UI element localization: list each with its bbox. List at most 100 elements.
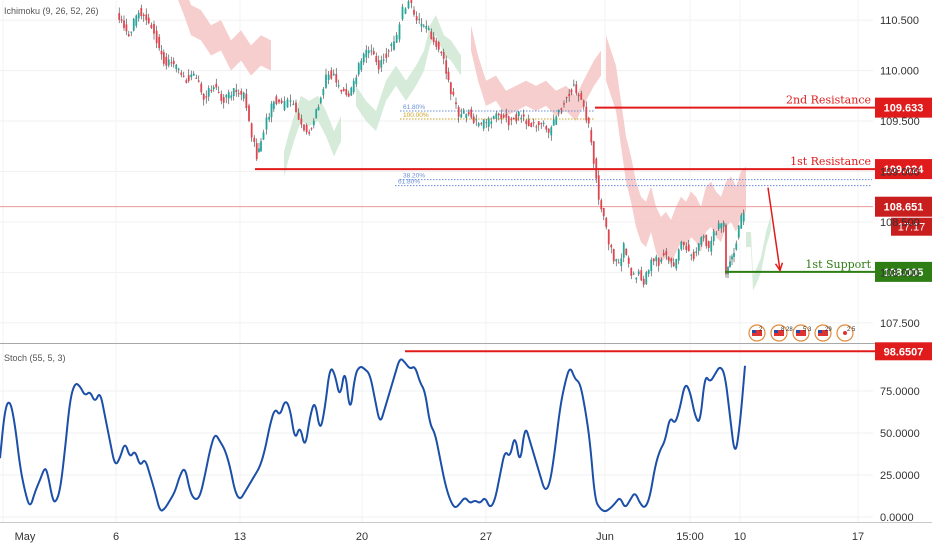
- stoch-axis[interactable]: 0.0000 25.0000 50.0000 75.0000: [880, 386, 920, 524]
- level-label: 1st Support: [805, 258, 871, 271]
- candle-body: [270, 103, 273, 118]
- candle-body: [289, 100, 292, 102]
- candle-body: [552, 119, 555, 126]
- candle-body: [660, 259, 663, 263]
- candle-body: [120, 19, 123, 21]
- candle-body: [297, 112, 300, 120]
- us-flag-icon[interactable]: 2: [748, 324, 766, 342]
- jp-flag-icon[interactable]: 2 5: [836, 324, 856, 342]
- event-icons[interactable]: 2 8 28 5 3 29 2 5: [748, 324, 856, 342]
- candle-body: [410, 0, 413, 3]
- candle-body: [258, 148, 260, 153]
- candle-body: [342, 88, 345, 92]
- candle-body: [295, 102, 297, 113]
- candle-body: [487, 118, 490, 127]
- candle-body: [467, 112, 470, 115]
- candle-body: [253, 137, 256, 143]
- stoch-legend[interactable]: Stoch (55, 5, 3): [4, 353, 66, 363]
- fib-level-label: 38.20%: [403, 173, 425, 180]
- candle-body: [737, 225, 740, 238]
- candle-body: [500, 114, 503, 119]
- candle-body: [457, 107, 460, 117]
- candle-body: [707, 241, 710, 248]
- candle-body: [685, 246, 688, 250]
- candle-body: [322, 88, 325, 96]
- candle-body: [647, 270, 650, 274]
- event-icon-label: 2 5: [847, 327, 856, 333]
- candle-body: [432, 36, 435, 43]
- candle-body: [255, 143, 258, 160]
- candle-body: [185, 80, 188, 83]
- candle-body: [319, 97, 322, 104]
- price-axis[interactable]: 107.500 108.000 108.500 109.000 109.500 110.0…: [880, 15, 920, 330]
- time-axis[interactable]: May 6 13 20 27 Jun 15:00 10 17: [15, 531, 865, 543]
- level-price-tag: [875, 159, 932, 180]
- candle-body: [127, 34, 130, 37]
- candle-body: [387, 50, 390, 52]
- us-flag-icon[interactable]: 8 28: [770, 324, 793, 342]
- candle-body: [182, 75, 185, 77]
- candle-body: [165, 56, 168, 66]
- candle-body: [522, 114, 525, 117]
- candle-body: [735, 243, 738, 250]
- level-price-value: 109.633: [884, 103, 924, 115]
- flag-shape: [818, 330, 828, 336]
- candle-body: [118, 13, 121, 20]
- candle-body: [637, 271, 640, 275]
- candle-body: [200, 83, 203, 93]
- candle-body: [248, 105, 250, 121]
- candle-body: [145, 14, 148, 21]
- candle-body: [272, 101, 275, 109]
- price-annotations: 2nd Resistance 109.633 1st Resistance 109.0…: [255, 94, 932, 282]
- candle-body: [722, 222, 725, 227]
- candle-body: [245, 93, 248, 109]
- candle-body: [340, 89, 343, 92]
- candle-body: [490, 121, 493, 124]
- candle-body: [612, 249, 615, 262]
- candle-body: [225, 95, 228, 98]
- candle-body: [220, 93, 223, 101]
- candle-body: [495, 113, 498, 119]
- candle-body: [447, 71, 450, 81]
- candle-body: [332, 73, 335, 76]
- us-flag-icon[interactable]: 5 3: [792, 324, 812, 342]
- candle-body: [485, 122, 488, 124]
- candle-body: [510, 118, 513, 121]
- us-flag-icon[interactable]: 29: [814, 324, 832, 342]
- stoch-grid: [0, 344, 873, 522]
- time-tick-label: May: [15, 531, 36, 543]
- price-tick-label: 110.000: [880, 66, 919, 78]
- candle-body: [325, 74, 327, 88]
- candle-body: [525, 120, 528, 125]
- candle-body: [210, 89, 213, 92]
- candle-body: [727, 266, 729, 275]
- candle-body: [170, 62, 173, 64]
- candle-body: [375, 56, 378, 62]
- candle-body: [452, 91, 455, 95]
- candle-body: [640, 270, 643, 281]
- event-icon-label: 2: [759, 327, 763, 333]
- candle-body: [305, 125, 308, 133]
- candle-body: [535, 126, 538, 128]
- candle-body: [627, 257, 630, 264]
- candle-body: [480, 123, 483, 125]
- candle-body: [665, 251, 668, 256]
- candle-body: [615, 259, 618, 262]
- candle-body: [437, 41, 440, 50]
- candle-body: [327, 74, 330, 80]
- candle-body: [172, 60, 175, 65]
- candle-body: [365, 49, 368, 58]
- level-label: 2nd Resistance: [786, 94, 871, 107]
- candle-body: [465, 114, 468, 119]
- candle-body: [137, 12, 140, 19]
- price-tick-label: 108.500: [880, 217, 920, 229]
- event-icon-label: 29: [825, 327, 832, 333]
- candle-body: [335, 73, 338, 83]
- candle-body: [585, 106, 588, 121]
- candle-body: [283, 100, 286, 111]
- ichimoku-legend[interactable]: Ichimoku (9, 26, 52, 26): [4, 6, 99, 16]
- candle-body: [652, 258, 655, 262]
- candle-body: [292, 103, 295, 106]
- candle-body: [642, 278, 645, 285]
